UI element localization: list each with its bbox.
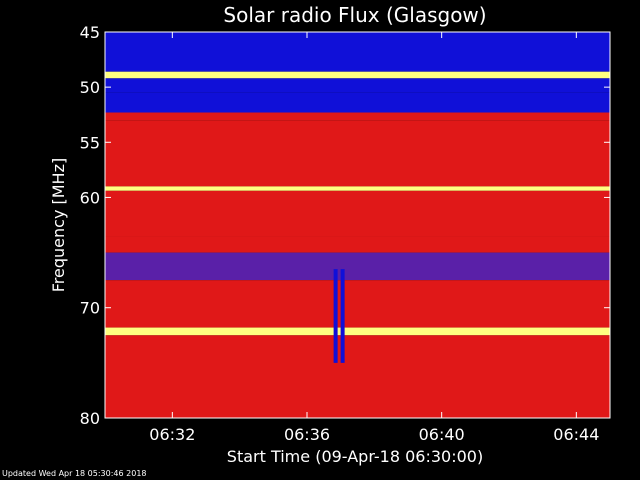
band-5 [105,120,610,187]
band-6 [105,186,610,191]
y-tick-label-1: 50 [80,78,100,97]
burst-left [333,269,338,363]
band-2 [105,78,610,93]
x-tick-label-3: 06:44 [553,425,599,444]
band-12 [105,335,610,418]
plot-area [104,31,611,419]
y-tick-label-4: 70 [80,299,100,318]
band-0 [105,32,610,72]
band-9 [105,252,610,281]
band-7 [105,190,610,237]
x-tick-label-1: 06:36 [284,425,330,444]
y-tick-label-3: 60 [80,188,100,207]
band-3 [105,92,610,113]
x-axis: 06:32 06:36 06:40 06:44 [149,32,599,444]
plot-frame [104,31,611,419]
band-8 [105,236,610,253]
band-1 [105,71,610,79]
updated-timestamp: Updated Wed Apr 18 05:30:46 2018 [2,469,147,478]
y-tick-label-5: 80 [80,409,100,428]
y-axis: 45 50 55 60 70 80 [80,23,610,428]
chart-title: Solar radio Flux (Glasgow) [223,3,486,27]
x-tick-label-2: 06:40 [419,425,465,444]
band-4 [105,112,610,121]
x-tick-label-0: 06:32 [149,425,195,444]
band-10 [105,280,610,328]
y-axis-label: Frequency [MHz] [49,158,68,292]
x-axis-label: Start Time (09-Apr-18 06:30:00) [227,447,483,466]
y-tick-label-0: 45 [80,23,100,42]
band-11 [105,327,610,336]
y-tick-label-2: 55 [80,133,100,152]
burst-right [340,269,345,363]
